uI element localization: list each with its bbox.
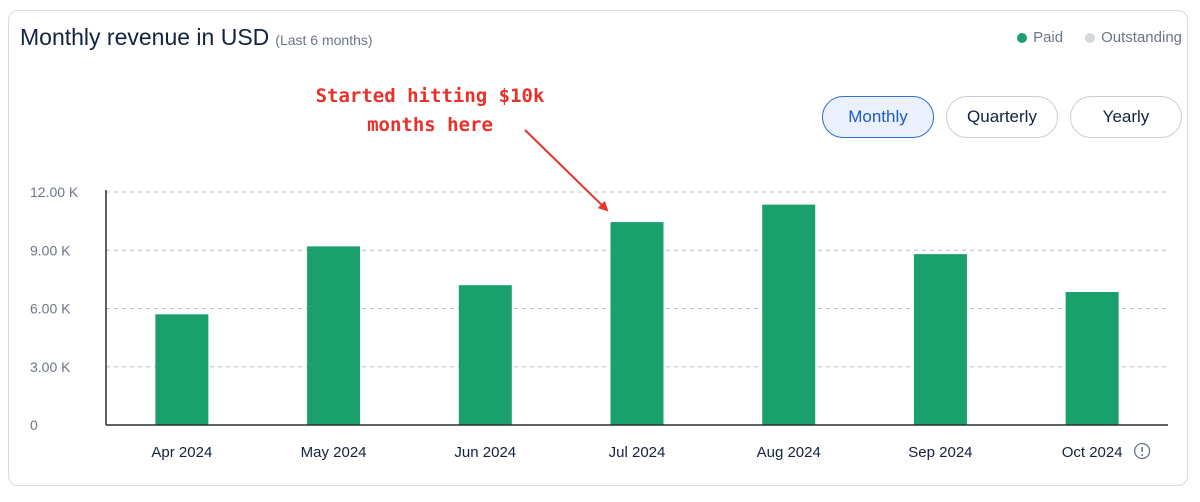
- bars: [155, 204, 1119, 425]
- legend-dot-outstanding: [1085, 32, 1096, 43]
- y-tick-label: 3.00 K: [30, 359, 71, 375]
- chart-legend: Paid Outstanding: [995, 29, 1182, 46]
- x-tick-label: Jun 2024: [454, 444, 516, 461]
- bar[interactable]: [307, 246, 361, 425]
- annotation-arrow-layer: [524, 129, 609, 212]
- annotation-line-1: Started hitting $10k: [315, 85, 545, 107]
- bar[interactable]: [458, 285, 512, 425]
- y-tick-label: 0: [30, 417, 38, 433]
- toggle-yearly[interactable]: Yearly: [1070, 96, 1182, 138]
- chart-annotation: Started hitting $10k months here: [290, 82, 570, 140]
- annotation-line-2: months here: [367, 114, 493, 136]
- bar[interactable]: [913, 254, 967, 425]
- x-tick-label: Apr 2024: [151, 444, 212, 461]
- x-tick-label: Sep 2024: [908, 444, 972, 461]
- y-tick-label: 9.00 K: [30, 242, 71, 258]
- axes: 0 3.00 K 6.00 K 9.00 K 12.00 K Apr 2024 May 20…: [30, 184, 1168, 461]
- legend-item-paid[interactable]: Paid: [1017, 29, 1063, 46]
- y-tick-label: 6.00 K: [30, 301, 71, 317]
- legend-item-outstanding[interactable]: Outstanding: [1085, 29, 1182, 46]
- period-toggle-group: Monthly Quarterly Yearly: [810, 96, 1182, 138]
- x-tick-label: Jul 2024: [609, 444, 666, 461]
- bar[interactable]: [762, 204, 816, 425]
- y-tick-label: 12.00 K: [30, 184, 79, 200]
- bar[interactable]: [1065, 291, 1119, 425]
- annotation-arrow: [524, 129, 609, 212]
- bar[interactable]: [155, 314, 209, 425]
- toggle-quarterly[interactable]: Quarterly: [946, 96, 1058, 138]
- chart-subtitle: (Last 6 months): [275, 32, 373, 48]
- legend-label-paid: Paid: [1033, 29, 1064, 46]
- x-tick-label: May 2024: [301, 444, 367, 461]
- chart-title: Monthly revenue in USD: [20, 24, 270, 50]
- x-tick-label: Aug 2024: [757, 444, 821, 461]
- bar[interactable]: [610, 222, 664, 425]
- toggle-monthly[interactable]: Monthly: [822, 96, 934, 138]
- legend-label-outstanding: Outstanding: [1101, 29, 1182, 46]
- x-tick-label: Oct 2024: [1062, 444, 1123, 461]
- chart-header: Monthly revenue in USD (Last 6 months): [20, 24, 373, 51]
- info-circle-icon[interactable]: [1133, 442, 1151, 460]
- legend-dot-paid: [1017, 32, 1028, 43]
